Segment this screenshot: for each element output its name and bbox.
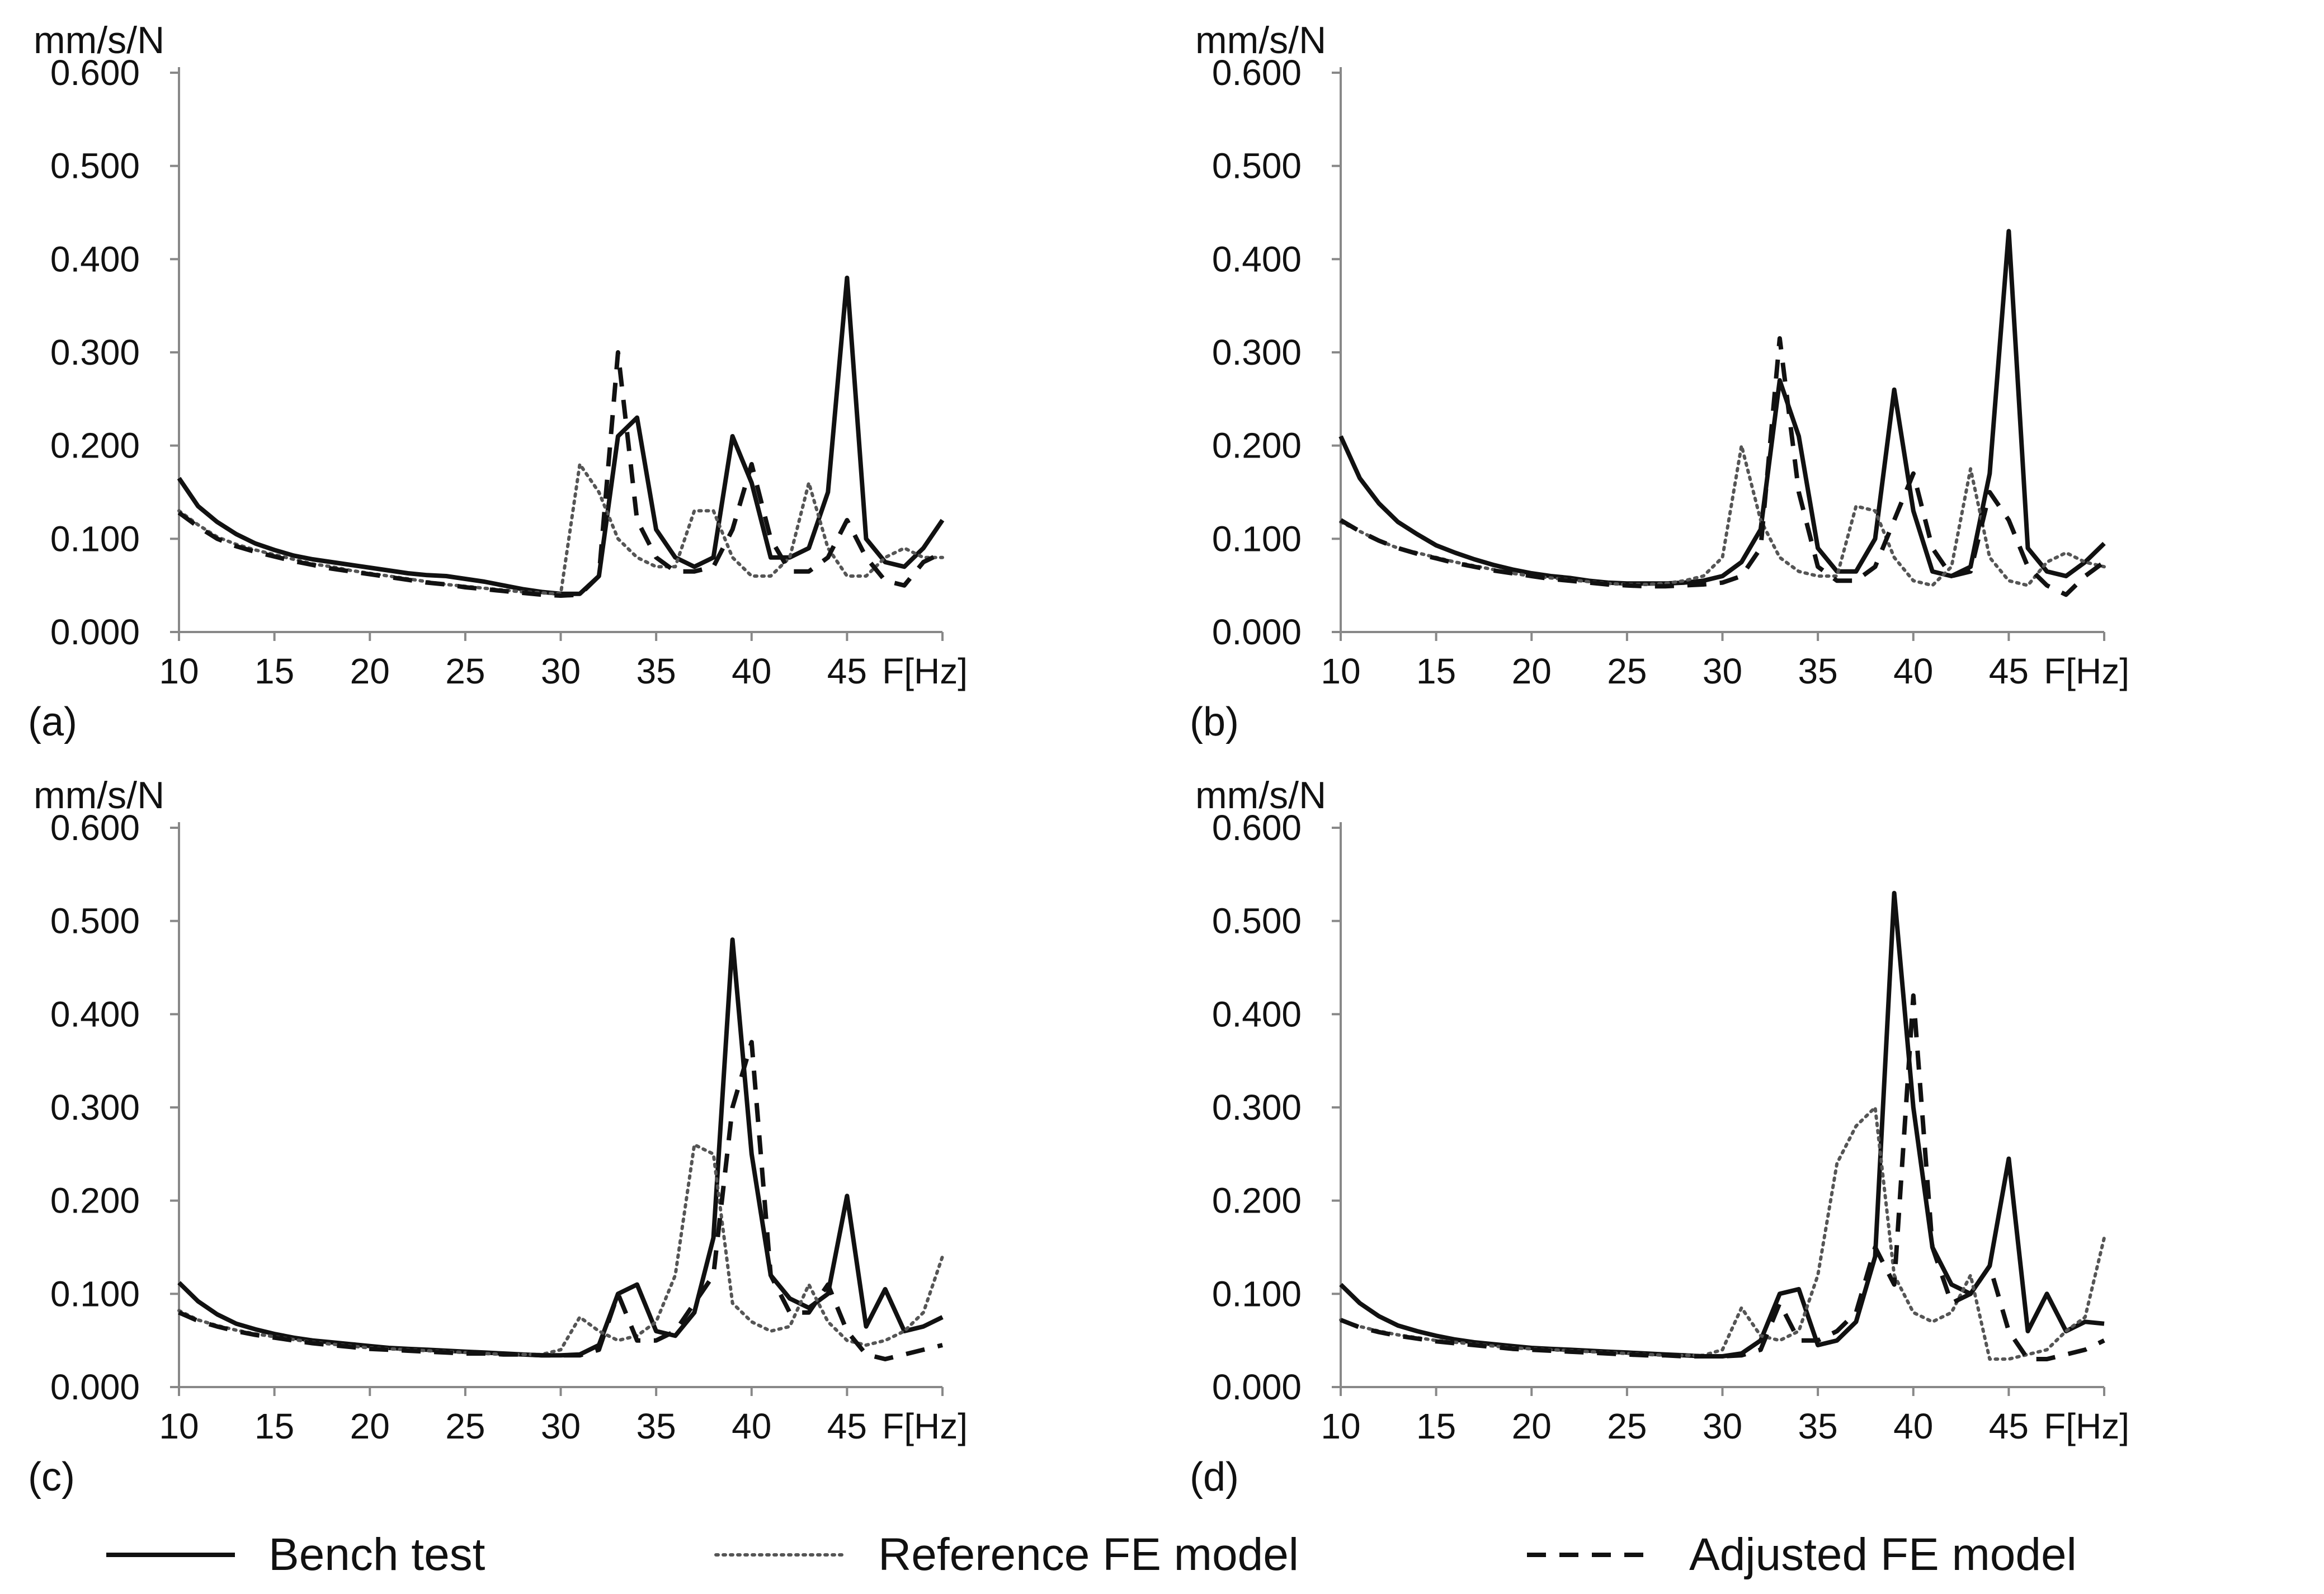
legend-label: Reference FE model bbox=[878, 1529, 1299, 1580]
series-line-adjusted-fe-model bbox=[1340, 993, 2105, 1361]
x-tick-label: 10 bbox=[159, 651, 199, 691]
y-tick-label: 0.100 bbox=[1212, 518, 1302, 559]
x-tick-label: 40 bbox=[1893, 1406, 1933, 1446]
y-tick-label: 0.600 bbox=[50, 53, 140, 93]
chart-panel-c: mm/s/N 0.000 0.100 0.200 0.300 0.400 0.500 0.60… bbox=[28, 774, 968, 1499]
x-tick-label: 10 bbox=[1321, 1406, 1360, 1446]
panel-label: (d) bbox=[1190, 1455, 1239, 1499]
y-tick-label: 0.300 bbox=[1212, 1087, 1302, 1128]
y-axis-label: mm/s/N bbox=[34, 19, 164, 62]
x-tick-label: 35 bbox=[637, 1406, 676, 1446]
y-axis-label: mm/s/N bbox=[1195, 19, 1326, 62]
y-tick-label: 0.400 bbox=[50, 239, 140, 279]
chart-panel-d: mm/s/N 0.000 0.100 0.200 0.300 0.400 0.500 0.60… bbox=[1190, 774, 2129, 1499]
series-line-reference-fe-model bbox=[1339, 444, 2106, 587]
x-tick-label: 15 bbox=[254, 651, 294, 691]
x-tick-label: 45 bbox=[1989, 651, 2029, 691]
y-tick-label: 0.000 bbox=[1212, 1367, 1302, 1407]
x-tick-label: 30 bbox=[1703, 651, 1742, 691]
y-tick-label: 0.300 bbox=[50, 1087, 140, 1128]
x-tick-label: 10 bbox=[159, 1406, 199, 1446]
x-tick-label: 40 bbox=[732, 1406, 771, 1446]
y-axis-label: mm/s/N bbox=[34, 774, 164, 817]
x-tick-label: 40 bbox=[1893, 651, 1933, 691]
x-tick-label: 35 bbox=[1798, 651, 1838, 691]
series-line-bench-test bbox=[1338, 229, 2106, 586]
series-line-bench-test bbox=[1339, 890, 2105, 1359]
y-tick-label: 0.300 bbox=[1212, 332, 1302, 372]
y-tick-label: 0.100 bbox=[1212, 1274, 1302, 1314]
y-tick-label: 0.000 bbox=[1212, 612, 1302, 652]
series-line-reference-fe-model bbox=[177, 1143, 944, 1356]
x-tick-label: 35 bbox=[1798, 1406, 1838, 1446]
x-tick-label: 25 bbox=[1607, 651, 1647, 691]
series-line-adjusted-fe-model bbox=[177, 350, 944, 598]
x-tick-label: 20 bbox=[350, 651, 390, 691]
y-tick-label: 0.400 bbox=[1212, 994, 1302, 1034]
chart-panel-a: mm/s/N 0.000 0.100 0.200 0.300 0.400 0.500 0.60… bbox=[28, 19, 968, 744]
y-tick-label: 0.000 bbox=[50, 612, 140, 652]
x-tick-label: 45 bbox=[1989, 1406, 2029, 1446]
panel-label: (c) bbox=[28, 1455, 75, 1499]
y-tick-label: 0.200 bbox=[50, 1181, 140, 1221]
x-tick-label: 30 bbox=[1703, 1406, 1742, 1446]
y-tick-label: 0.300 bbox=[50, 332, 140, 372]
chart-legend: Bench test Reference FE model Adjusted FE … bbox=[106, 1529, 2077, 1580]
x-tick-label: 15 bbox=[254, 1406, 294, 1446]
y-tick-label: 0.200 bbox=[1212, 426, 1302, 466]
x-tick-label: 25 bbox=[1607, 1406, 1647, 1446]
x-axis-label: F[Hz] bbox=[882, 1406, 968, 1446]
x-tick-label: 45 bbox=[827, 651, 867, 691]
x-tick-label: 20 bbox=[1512, 651, 1552, 691]
x-tick-label: 30 bbox=[541, 651, 581, 691]
panel-label: (a) bbox=[28, 700, 77, 744]
x-tick-label: 20 bbox=[1512, 1406, 1552, 1446]
x-tick-label: 30 bbox=[541, 1406, 581, 1446]
y-tick-label: 0.500 bbox=[50, 901, 140, 941]
x-tick-label: 25 bbox=[445, 651, 485, 691]
x-tick-label: 10 bbox=[1321, 651, 1360, 691]
legend-label: Adjusted FE model bbox=[1689, 1529, 2077, 1580]
y-tick-label: 0.500 bbox=[1212, 146, 1302, 186]
y-tick-label: 0.200 bbox=[50, 426, 140, 466]
y-tick-label: 0.600 bbox=[1212, 53, 1302, 93]
panel-label: (b) bbox=[1190, 700, 1239, 744]
y-tick-label: 0.600 bbox=[1212, 808, 1302, 848]
y-tick-label: 0.500 bbox=[50, 146, 140, 186]
y-tick-label: 0.400 bbox=[1212, 239, 1302, 279]
x-axis-label: F[Hz] bbox=[882, 651, 968, 691]
x-tick-label: 25 bbox=[445, 1406, 485, 1446]
series-line-adjusted-fe-model bbox=[1339, 336, 2106, 597]
legend-label: Bench test bbox=[268, 1529, 485, 1580]
x-axis-label: F[Hz] bbox=[2044, 1406, 2129, 1446]
y-tick-label: 0.600 bbox=[50, 808, 140, 848]
y-tick-label: 0.000 bbox=[50, 1367, 140, 1407]
x-tick-label: 40 bbox=[732, 651, 771, 691]
x-tick-label: 20 bbox=[350, 1406, 390, 1446]
series-line-reference-fe-model bbox=[1339, 1106, 2106, 1361]
series-line-bench-test bbox=[177, 937, 944, 1358]
y-tick-label: 0.100 bbox=[50, 1274, 140, 1314]
y-tick-label: 0.400 bbox=[50, 994, 140, 1034]
x-axis-label: F[Hz] bbox=[2044, 651, 2129, 691]
x-tick-label: 15 bbox=[1416, 651, 1456, 691]
x-tick-label: 15 bbox=[1416, 1406, 1456, 1446]
x-tick-label: 35 bbox=[637, 651, 676, 691]
y-axis-label: mm/s/N bbox=[1195, 774, 1326, 817]
y-tick-label: 0.200 bbox=[1212, 1181, 1302, 1221]
y-tick-label: 0.500 bbox=[1212, 901, 1302, 941]
series-line-bench-test bbox=[177, 275, 945, 596]
x-tick-label: 45 bbox=[827, 1406, 867, 1446]
y-tick-label: 0.100 bbox=[50, 518, 140, 559]
chart-panel-b: mm/s/N 0.000 0.100 0.200 0.300 0.400 0.500 0.60… bbox=[1190, 19, 2129, 744]
series-line-adjusted-fe-model bbox=[178, 1040, 943, 1361]
